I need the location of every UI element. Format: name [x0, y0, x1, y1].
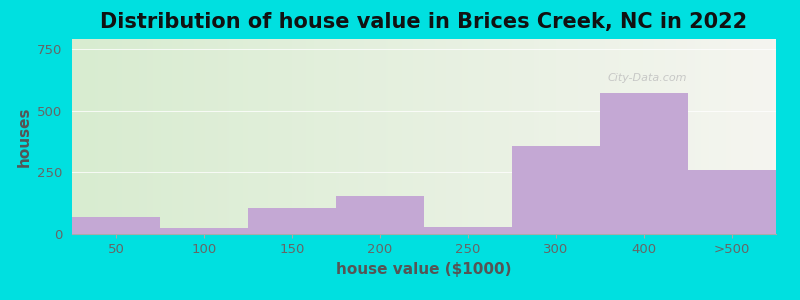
Bar — [688, 170, 776, 234]
Bar — [336, 196, 424, 234]
Bar — [512, 146, 600, 234]
Bar — [600, 93, 688, 234]
Y-axis label: houses: houses — [16, 106, 31, 167]
Bar — [424, 227, 512, 234]
Bar — [248, 208, 336, 234]
Text: City-Data.com: City-Data.com — [607, 73, 686, 83]
Bar — [160, 228, 248, 234]
Bar — [72, 217, 160, 234]
X-axis label: house value ($1000): house value ($1000) — [336, 262, 512, 277]
Title: Distribution of house value in Brices Creek, NC in 2022: Distribution of house value in Brices Cr… — [101, 12, 747, 32]
